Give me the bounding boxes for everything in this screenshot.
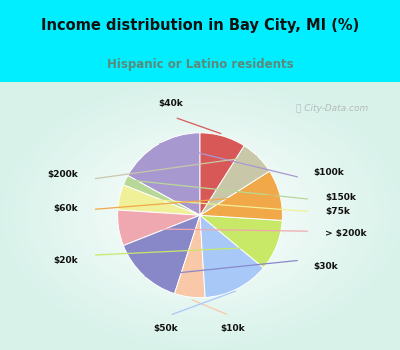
Wedge shape [118,185,200,215]
Wedge shape [123,176,200,215]
Wedge shape [200,171,282,220]
Wedge shape [123,215,200,294]
Text: Income distribution in Bay City, MI (%): Income distribution in Bay City, MI (%) [41,18,359,33]
Wedge shape [118,210,200,246]
Text: Hispanic or Latino residents: Hispanic or Latino residents [107,57,293,71]
Text: $50k: $50k [153,324,178,334]
Wedge shape [200,215,264,298]
Wedge shape [200,133,244,215]
Wedge shape [128,133,200,215]
Wedge shape [200,215,282,268]
Text: $60k: $60k [53,204,78,213]
Text: $40k: $40k [159,99,184,108]
Text: $100k: $100k [314,168,344,177]
Wedge shape [174,215,205,298]
Text: $20k: $20k [53,256,78,265]
Text: > $200k: > $200k [325,229,367,238]
Text: $150k: $150k [325,193,356,202]
Text: $200k: $200k [47,169,78,178]
Text: $75k: $75k [325,206,350,216]
Text: $30k: $30k [314,262,338,271]
Text: ⓘ City-Data.com: ⓘ City-Data.com [296,104,368,113]
Wedge shape [200,146,270,215]
Text: $10k: $10k [221,324,245,334]
